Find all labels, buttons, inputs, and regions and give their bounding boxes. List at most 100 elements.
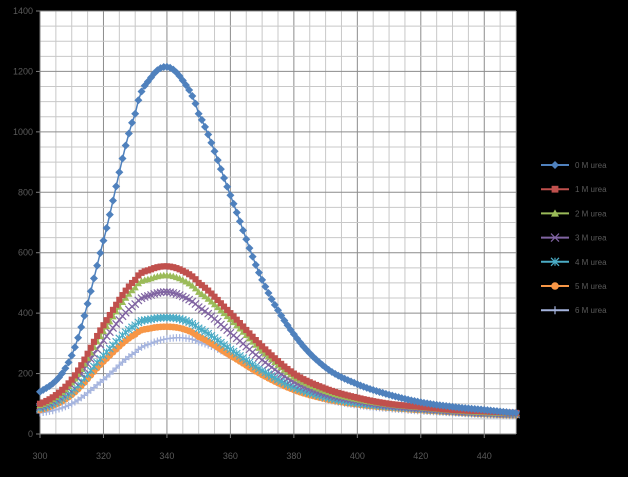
data-marker: [137, 343, 146, 351]
data-marker: [147, 339, 155, 347]
data-marker: [68, 400, 76, 408]
legend-label: 3 M urea: [575, 234, 607, 243]
data-marker: [551, 161, 559, 169]
data-marker: [182, 269, 190, 276]
data-marker: [252, 337, 259, 344]
series-group: [35, 62, 521, 420]
data-marker: [113, 301, 120, 308]
data-marker: [205, 287, 212, 294]
x-tick-label: 440: [477, 451, 492, 461]
data-marker: [293, 372, 301, 379]
data-marker: [188, 92, 197, 101]
data-marker: [151, 265, 158, 272]
data-marker: [357, 395, 364, 402]
legend-label: 5 M urea: [575, 282, 607, 291]
data-marker: [198, 282, 205, 289]
data-marker: [188, 335, 196, 343]
data-marker: [278, 360, 285, 367]
data-marker: [138, 269, 145, 276]
data-marker: [239, 226, 248, 235]
data-marker: [186, 271, 193, 278]
data-marker: [217, 306, 225, 314]
data-marker: [284, 365, 291, 373]
data-marker: [197, 115, 206, 124]
data-marker: [344, 392, 351, 399]
data-marker: [366, 397, 374, 404]
data-marker: [332, 388, 339, 395]
data-marker: [191, 99, 200, 108]
data-marker: [335, 389, 342, 396]
data-marker: [102, 224, 111, 233]
data-marker: [389, 401, 396, 408]
data-marker: [71, 372, 78, 379]
data-marker: [156, 336, 165, 344]
data-marker: [233, 316, 240, 323]
data-marker: [86, 287, 95, 296]
data-marker: [156, 288, 165, 297]
data-marker: [96, 248, 105, 257]
data-marker: [99, 236, 108, 245]
data-marker: [240, 323, 247, 330]
data-marker: [116, 296, 123, 303]
data-marker: [124, 129, 133, 138]
data-marker: [213, 156, 222, 165]
data-marker: [220, 309, 228, 317]
data-marker: [242, 235, 251, 244]
data-marker: [167, 263, 174, 270]
data-marker: [65, 380, 72, 387]
axes: 0 200 400 600 800 1000 1200 1400 300 320 340 360 380…: [13, 6, 516, 461]
data-marker: [201, 284, 209, 291]
data-marker: [125, 290, 133, 297]
data-marker: [77, 323, 86, 332]
data-marker: [122, 287, 129, 294]
data-marker: [229, 199, 238, 208]
data-marker: [258, 275, 267, 284]
data-marker: [109, 306, 117, 313]
data-marker: [207, 297, 215, 305]
data-marker: [210, 300, 219, 308]
data-marker: [274, 358, 282, 365]
data-marker: [363, 396, 370, 403]
data-marker: [141, 342, 149, 350]
data-marker: [408, 402, 415, 410]
legend-item: 5 M urea: [541, 282, 607, 291]
data-marker: [268, 352, 275, 359]
data-marker: [214, 296, 221, 304]
data-marker: [125, 283, 132, 290]
data-marker: [386, 400, 393, 407]
data-marker: [550, 233, 560, 243]
data-marker: [411, 403, 418, 410]
data-marker: [270, 300, 279, 309]
data-marker: [313, 381, 320, 389]
data-marker: [551, 209, 559, 217]
data-marker: [68, 376, 75, 383]
data-marker: [64, 358, 73, 367]
data-marker: [194, 109, 203, 118]
data-marker: [173, 265, 180, 272]
data-marker: [80, 311, 89, 320]
data-marker: [226, 191, 235, 200]
data-marker: [392, 401, 399, 408]
legend-item: 4 M urea: [541, 257, 607, 267]
data-marker: [551, 282, 559, 290]
data-marker: [108, 196, 117, 205]
data-marker: [67, 351, 76, 360]
data-marker: [229, 318, 238, 326]
data-marker: [118, 298, 127, 306]
data-marker: [351, 393, 358, 401]
data-marker: [379, 399, 386, 406]
data-marker: [277, 311, 286, 320]
data-marker: [185, 335, 193, 343]
x-tick-label: 340: [159, 451, 174, 461]
data-marker: [217, 300, 224, 307]
data-marker: [70, 343, 79, 352]
data-marker: [316, 383, 323, 390]
data-marker: [405, 402, 412, 409]
data-marker: [235, 217, 244, 226]
data-marker: [105, 210, 114, 219]
data-marker: [214, 303, 222, 311]
data-marker: [551, 306, 559, 315]
series-0-m-urea: [36, 62, 520, 417]
data-marker: [185, 86, 194, 95]
data-marker: [55, 389, 63, 396]
